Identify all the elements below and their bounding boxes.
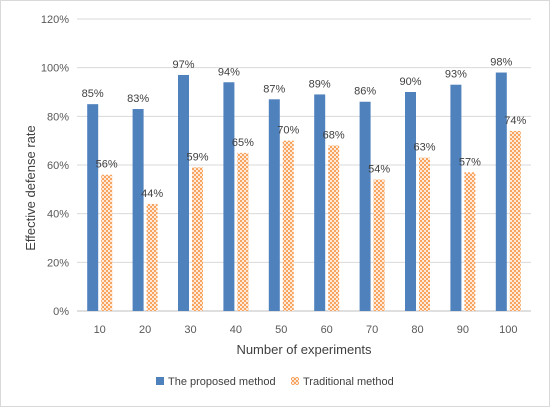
bar-traditional-method <box>419 157 430 311</box>
bar-traditional-method <box>101 174 113 311</box>
legend-label-traditional-method: Traditional method <box>303 376 394 388</box>
x-axis-title: Number of experiments <box>236 342 372 357</box>
bar-traditional-method <box>464 172 476 311</box>
data-label: 98% <box>490 57 512 69</box>
legend-label-proposed-method: The proposed method <box>168 376 276 388</box>
bar-proposed-method <box>87 104 99 312</box>
bar-proposed-method <box>495 72 507 312</box>
data-label: 68% <box>323 130 345 142</box>
legend-swatch-proposed-method <box>156 377 164 385</box>
x-tick-label: 70 <box>366 324 378 336</box>
bar-proposed-method <box>178 74 189 311</box>
data-label: 70% <box>277 125 299 137</box>
y-tick-label: 40% <box>47 209 69 221</box>
bar-proposed-method <box>314 94 326 311</box>
data-label: 57% <box>459 156 481 168</box>
bar-proposed-method <box>359 101 371 311</box>
bar-proposed-method <box>132 109 144 312</box>
bar-traditional-method <box>509 130 521 311</box>
y-tick-label: 20% <box>47 257 69 269</box>
y-tick-label: 120% <box>41 14 69 26</box>
legend-swatch-traditional-method <box>291 377 299 385</box>
bar-proposed-method <box>405 92 416 311</box>
bar-proposed-method <box>450 84 462 311</box>
data-label: 85% <box>82 88 104 100</box>
data-labels: 85% 56% 83% 44% 97% 59% 94% 65% 87% 70% 89% 68% 86% 5… <box>82 57 527 200</box>
y-tick-label: 100% <box>41 63 69 75</box>
data-label: 56% <box>96 159 118 171</box>
data-label: 74% <box>504 115 526 127</box>
data-label: 65% <box>232 137 254 149</box>
legend: The proposed method Traditional method <box>156 376 394 388</box>
bar-traditional-method <box>146 203 158 311</box>
data-label: 54% <box>368 164 390 176</box>
data-label: 59% <box>186 151 208 163</box>
bar-traditional-method <box>282 140 294 311</box>
bar-traditional-method <box>192 167 203 311</box>
x-tick-label: 60 <box>321 324 333 336</box>
bar-traditional-method <box>328 145 340 311</box>
data-label: 83% <box>127 93 149 105</box>
data-label: 87% <box>263 83 285 95</box>
data-label: 63% <box>413 142 435 154</box>
data-label: 97% <box>172 59 194 71</box>
x-tick-label: 10 <box>94 324 106 336</box>
x-tick-label: 30 <box>184 324 196 336</box>
data-label: 94% <box>218 66 240 78</box>
x-tick-label: 20 <box>139 324 151 336</box>
y-tick-label: 80% <box>47 111 69 123</box>
y-axis-title: Effective defense rate <box>23 125 38 251</box>
bar-proposed-method <box>268 99 280 311</box>
y-axis-tick-labels: 0% 20% 40% 60% 80% 100% 120% <box>41 14 69 318</box>
bar-traditional-method <box>373 179 385 311</box>
x-tick-label: 80 <box>411 324 423 336</box>
x-tick-label: 100 <box>499 324 517 336</box>
bars <box>87 72 521 312</box>
bar-traditional-method <box>237 152 249 311</box>
bar-proposed-method <box>223 82 235 312</box>
data-label: 89% <box>309 78 331 90</box>
data-label: 93% <box>445 69 467 81</box>
y-tick-label: 60% <box>47 160 69 172</box>
x-axis-tick-labels: 10 20 30 40 50 60 70 80 90 100 <box>94 324 518 336</box>
data-label: 86% <box>354 86 376 98</box>
data-label: 90% <box>399 76 421 88</box>
data-label: 44% <box>141 188 163 200</box>
x-tick-label: 90 <box>457 324 469 336</box>
y-tick-label: 0% <box>53 306 69 318</box>
x-tick-label: 50 <box>275 324 287 336</box>
x-tick-label: 40 <box>230 324 242 336</box>
